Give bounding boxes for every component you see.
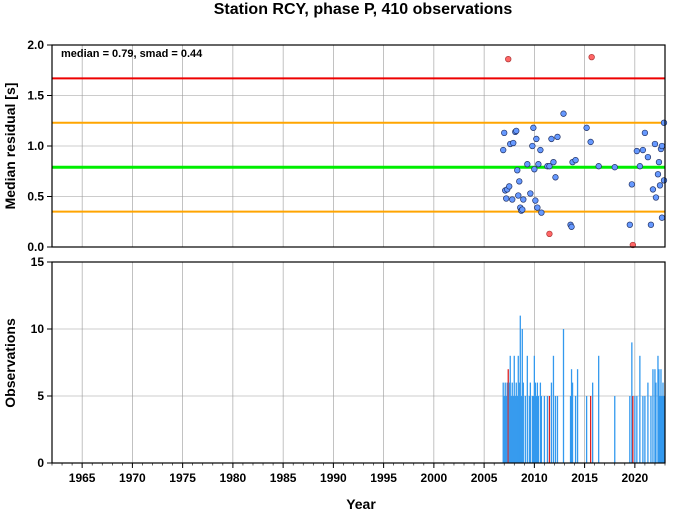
residual-point [500, 146, 507, 154]
x-tick-label: 1985 [270, 471, 297, 485]
residual-y-tick-label: 1.5 [27, 89, 44, 103]
residual-y-ticks: 0.0 0.5 1.0 1.5 2.0 [27, 38, 52, 254]
residual-point [513, 127, 520, 135]
residual-point [656, 182, 664, 189]
residual-point [636, 163, 644, 170]
observations-plot-frame [51, 261, 666, 464]
x-tick-label: 2020 [622, 471, 649, 485]
residual-point [583, 124, 590, 131]
residual-points [500, 53, 668, 249]
residual-point [587, 138, 594, 146]
residual-point [524, 161, 531, 168]
residual-point [572, 156, 579, 164]
chart-title: Station RCY, phase P, 410 observations [214, 1, 513, 18]
residual-point [538, 209, 545, 216]
residual-point [520, 196, 527, 203]
residual-point [503, 195, 510, 202]
residual-point [506, 183, 513, 190]
x-tick-label: 1965 [69, 471, 96, 485]
observations-y-tick-label: 10 [31, 322, 45, 336]
residual-point [533, 135, 540, 143]
x-tick-label: 2005 [471, 471, 498, 485]
residual-point [530, 124, 537, 131]
residual-point [658, 142, 666, 150]
residual-point [509, 196, 516, 203]
x-tick-label: 2010 [521, 471, 548, 485]
residual-point [611, 164, 618, 171]
residual-grid [52, 44, 665, 248]
residual-point [639, 146, 647, 154]
observations-bars [502, 315, 665, 463]
residual-panel: 0.0 0.5 1.0 1.5 2.0 median = 0.79, smad = 0.… [2, 38, 668, 254]
residual-reference-lines [52, 77, 665, 213]
residual-point [516, 178, 523, 185]
residual-point [552, 174, 559, 181]
residual-point [501, 129, 508, 137]
residual-point [644, 153, 652, 161]
residual-y-tick-label: 0.5 [27, 190, 44, 204]
residual-point [514, 167, 521, 174]
x-axis-label: Year [346, 496, 376, 511]
residual-y-tick-label: 1.0 [27, 139, 44, 153]
x-tick-label: 1970 [119, 471, 146, 485]
residual-point [546, 163, 553, 170]
residual-point [652, 194, 660, 201]
residual-point [550, 159, 557, 166]
residual-point [660, 177, 668, 184]
x-tick-label: 1990 [320, 471, 347, 485]
residual-point [649, 186, 657, 193]
residual-point [633, 147, 641, 155]
residual-point [655, 159, 663, 166]
x-tick-label: 1980 [220, 471, 247, 485]
x-tick-label: 1995 [370, 471, 397, 485]
residual-point [658, 214, 666, 221]
residual-point [532, 197, 539, 204]
residual-point [534, 204, 541, 211]
residual-point [595, 163, 602, 170]
observations-y-tick-label: 0 [37, 456, 44, 470]
observations-y-axis-label: Observations [2, 318, 18, 408]
residual-point [660, 119, 668, 126]
residual-point [535, 161, 542, 168]
residual-point [560, 110, 567, 117]
residual-point [531, 166, 538, 173]
residual-point [515, 192, 522, 199]
stats-annotation: median = 0.79, smad = 0.44 [61, 48, 203, 60]
residual-point [654, 171, 662, 178]
x-tick-label: 2015 [571, 471, 598, 485]
outlier-point [546, 230, 553, 238]
residual-y-tick-label: 0.0 [27, 240, 44, 254]
observations-y-tick-label: 5 [37, 389, 44, 403]
residual-point [554, 133, 561, 141]
residual-point [626, 221, 633, 228]
residual-point [529, 142, 536, 150]
residual-point [647, 221, 655, 228]
outlier-point [505, 55, 512, 63]
observations-x-ticks: 1965 1970 1975 1980 1985 1990 1995 2000 2005 2010… [51, 463, 666, 485]
residual-point [527, 190, 534, 197]
residual-point [519, 206, 526, 213]
residual-point [568, 223, 575, 230]
residual-y-tick-label: 2.0 [27, 38, 44, 52]
observations-panel: 0 5 10 15 1965 1970 1975 1980 1985 1990 1995 2000 2… [2, 255, 666, 511]
residual-point [641, 129, 649, 137]
observations-y-ticks: 0 5 10 15 [31, 255, 52, 470]
observations-y-tick-label: 15 [31, 255, 45, 269]
x-tick-label: 2000 [421, 471, 448, 485]
residual-point [628, 181, 635, 188]
outlier-point [588, 53, 595, 61]
residual-point [537, 146, 544, 154]
residual-point [651, 140, 659, 148]
outlier-point [629, 241, 636, 249]
x-tick-label: 1975 [169, 471, 196, 485]
residual-point [548, 135, 555, 143]
residual-point [510, 139, 517, 147]
residual-y-axis-label: Median residual [s] [2, 83, 18, 210]
